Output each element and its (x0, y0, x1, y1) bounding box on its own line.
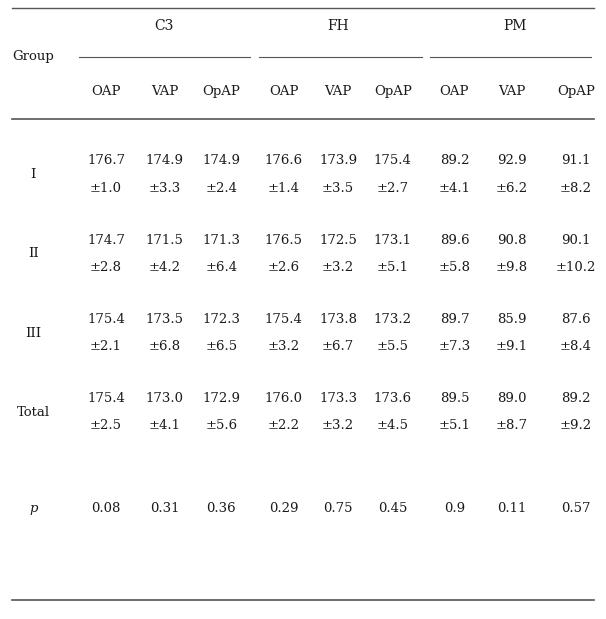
Text: ±2.8: ±2.8 (90, 261, 122, 274)
Text: 173.5: 173.5 (146, 313, 184, 326)
Text: 0.9: 0.9 (444, 502, 465, 516)
Text: 172.3: 172.3 (202, 313, 240, 326)
Text: ±3.2: ±3.2 (267, 340, 300, 353)
Text: 85.9: 85.9 (498, 313, 527, 326)
Text: 173.9: 173.9 (319, 154, 357, 168)
Text: ±9.8: ±9.8 (496, 261, 528, 274)
Text: ±8.2: ±8.2 (560, 181, 591, 195)
Text: 89.2: 89.2 (561, 392, 590, 405)
Text: VAP: VAP (151, 85, 179, 98)
Text: ±5.1: ±5.1 (439, 419, 470, 433)
Text: 90.8: 90.8 (498, 233, 527, 247)
Text: 174.7: 174.7 (87, 233, 125, 247)
Text: 0.31: 0.31 (150, 502, 179, 516)
Text: ±3.2: ±3.2 (322, 419, 355, 433)
Text: ±3.2: ±3.2 (322, 261, 355, 274)
Text: ±2.1: ±2.1 (90, 340, 122, 353)
Text: 90.1: 90.1 (561, 233, 590, 247)
Text: 89.2: 89.2 (440, 154, 469, 168)
Text: 174.9: 174.9 (146, 154, 184, 168)
Text: ±8.7: ±8.7 (496, 419, 528, 433)
Text: ±3.5: ±3.5 (322, 181, 355, 195)
Text: ±8.4: ±8.4 (560, 340, 591, 353)
Text: III: III (25, 326, 41, 340)
Text: 87.6: 87.6 (561, 313, 590, 326)
Text: ±2.7: ±2.7 (376, 181, 409, 195)
Text: 176.5: 176.5 (265, 233, 302, 247)
Text: 0.36: 0.36 (207, 502, 236, 516)
Text: ±1.0: ±1.0 (90, 181, 122, 195)
Text: 174.9: 174.9 (202, 154, 240, 168)
Text: ±4.5: ±4.5 (377, 419, 408, 433)
Text: 173.2: 173.2 (374, 313, 411, 326)
Text: ±5.8: ±5.8 (439, 261, 470, 274)
Text: ±2.2: ±2.2 (268, 419, 299, 433)
Text: 91.1: 91.1 (561, 154, 590, 168)
Text: PM: PM (504, 19, 527, 33)
Text: ±2.4: ±2.4 (205, 181, 237, 195)
Text: ±5.6: ±5.6 (205, 419, 238, 433)
Text: Group: Group (12, 50, 54, 64)
Text: ±4.2: ±4.2 (149, 261, 181, 274)
Text: ±4.1: ±4.1 (149, 419, 181, 433)
Text: 0.75: 0.75 (324, 502, 353, 516)
Text: 0.57: 0.57 (561, 502, 590, 516)
Text: 176.7: 176.7 (87, 154, 125, 168)
Text: 173.0: 173.0 (146, 392, 184, 405)
Text: Total: Total (17, 405, 50, 419)
Text: 172.9: 172.9 (202, 392, 240, 405)
Text: II: II (28, 247, 39, 261)
Text: ±3.3: ±3.3 (148, 181, 181, 195)
Text: 89.7: 89.7 (440, 313, 469, 326)
Text: 172.5: 172.5 (319, 233, 357, 247)
Text: 176.0: 176.0 (265, 392, 302, 405)
Text: ±2.5: ±2.5 (90, 419, 122, 433)
Text: ±9.1: ±9.1 (496, 340, 528, 353)
Text: ±6.8: ±6.8 (148, 340, 181, 353)
Text: OAP: OAP (92, 85, 121, 98)
Text: p: p (29, 502, 38, 516)
Text: I: I (31, 168, 36, 181)
Text: 0.08: 0.08 (92, 502, 121, 516)
Text: VAP: VAP (498, 85, 526, 98)
Text: 175.4: 175.4 (374, 154, 411, 168)
Text: 175.4: 175.4 (265, 313, 302, 326)
Text: VAP: VAP (324, 85, 352, 98)
Text: ±6.2: ±6.2 (496, 181, 528, 195)
Text: 173.6: 173.6 (374, 392, 411, 405)
Text: 89.5: 89.5 (440, 392, 469, 405)
Text: 173.3: 173.3 (319, 392, 357, 405)
Text: OAP: OAP (269, 85, 298, 98)
Text: ±10.2: ±10.2 (556, 261, 596, 274)
Text: 173.8: 173.8 (319, 313, 357, 326)
Text: 0.11: 0.11 (498, 502, 527, 516)
Text: 171.5: 171.5 (146, 233, 184, 247)
Text: 173.1: 173.1 (374, 233, 411, 247)
Text: ±6.7: ±6.7 (322, 340, 355, 353)
Text: FH: FH (327, 19, 349, 33)
Text: ±1.4: ±1.4 (268, 181, 299, 195)
Text: ±7.3: ±7.3 (438, 340, 471, 353)
Text: 89.0: 89.0 (498, 392, 527, 405)
Text: OpAP: OpAP (374, 85, 411, 98)
Text: 176.6: 176.6 (265, 154, 302, 168)
Text: C3: C3 (154, 19, 173, 33)
Text: 0.45: 0.45 (378, 502, 407, 516)
Text: ±6.4: ±6.4 (205, 261, 238, 274)
Text: ±9.2: ±9.2 (559, 419, 592, 433)
Text: 0.29: 0.29 (269, 502, 298, 516)
Text: 89.6: 89.6 (440, 233, 469, 247)
Text: 92.9: 92.9 (498, 154, 527, 168)
Text: ±5.1: ±5.1 (377, 261, 408, 274)
Text: 175.4: 175.4 (87, 313, 125, 326)
Text: ±2.6: ±2.6 (267, 261, 300, 274)
Text: ±6.5: ±6.5 (205, 340, 238, 353)
Text: ±4.1: ±4.1 (439, 181, 470, 195)
Text: ±5.5: ±5.5 (377, 340, 408, 353)
Text: 175.4: 175.4 (87, 392, 125, 405)
Text: 171.3: 171.3 (202, 233, 240, 247)
Text: OpAP: OpAP (202, 85, 240, 98)
Text: OAP: OAP (440, 85, 469, 98)
Text: OpAP: OpAP (557, 85, 594, 98)
